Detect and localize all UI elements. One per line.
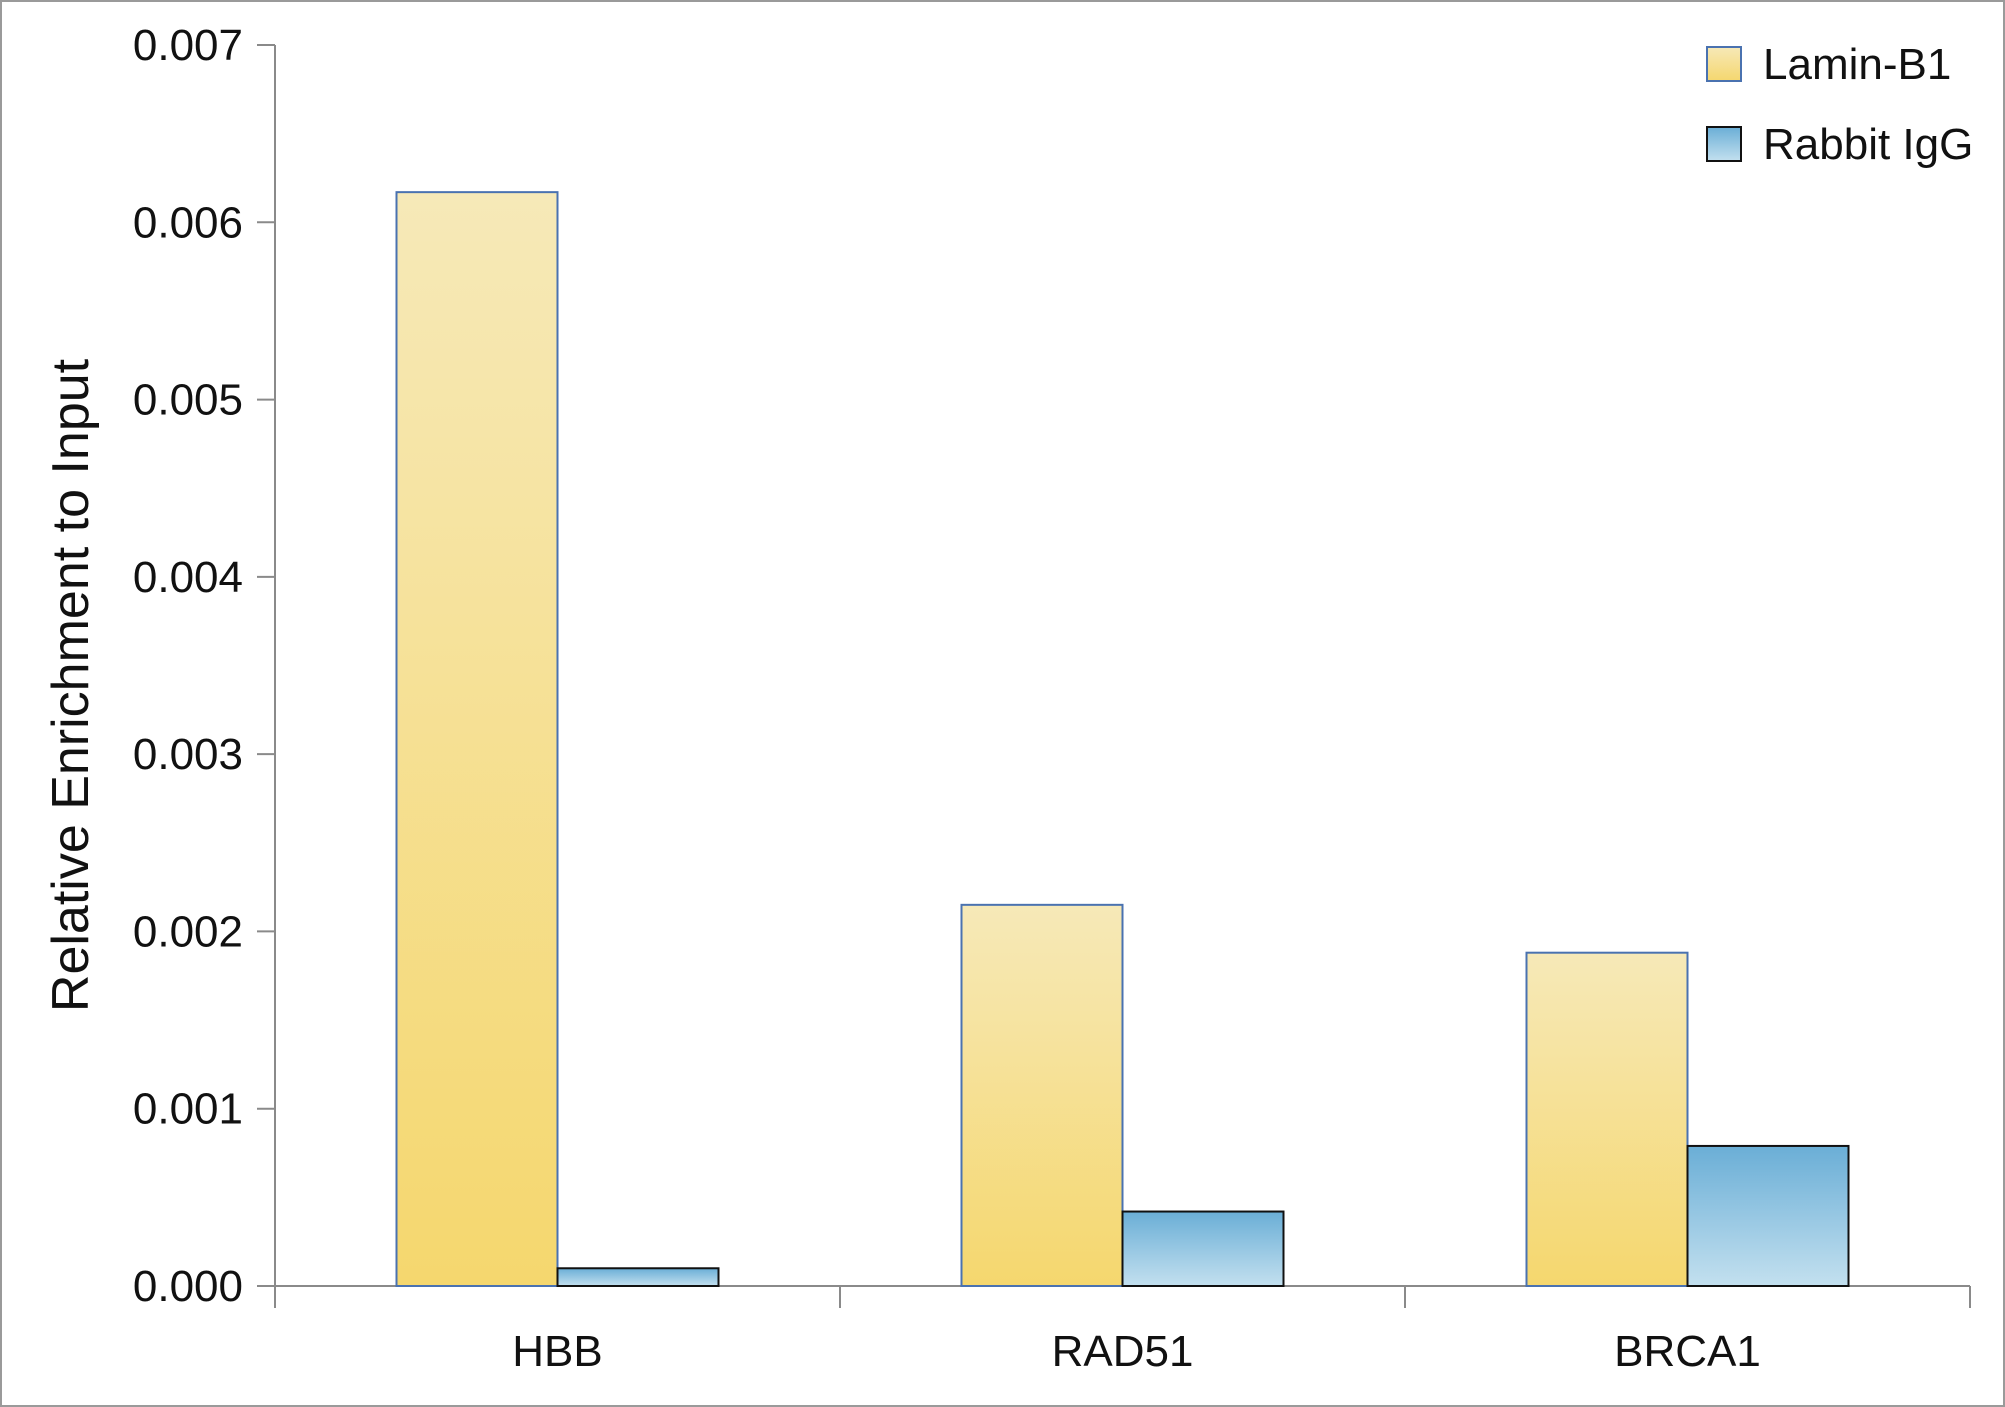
y-tick-label: 0.003 bbox=[133, 730, 243, 779]
legend-label: Rabbit IgG bbox=[1763, 120, 1973, 169]
labels: 0.000 0.001 0.002 0.003 0.004 0.005 0.006 0.007… bbox=[42, 21, 1761, 1376]
x-category-label: BRCA1 bbox=[1614, 1327, 1761, 1376]
legend-label: Lamin-B1 bbox=[1763, 40, 1951, 89]
legend: Lamin-B1 Rabbit IgG bbox=[1706, 40, 1973, 169]
y-tick-label: 0.001 bbox=[133, 1085, 243, 1134]
y-tick-label: 0.006 bbox=[133, 198, 243, 247]
x-category-label: RAD51 bbox=[1052, 1327, 1194, 1376]
y-tick-label: 0.005 bbox=[133, 376, 243, 425]
bar-rabbit-igg-brca1 bbox=[1686, 1144, 1850, 1288]
legend-swatch bbox=[1706, 46, 1742, 82]
bar-lamin-b1-brca1 bbox=[1525, 951, 1689, 1288]
legend-swatch bbox=[1706, 126, 1742, 162]
y-axis-title: Relative Enrichment to Input bbox=[42, 358, 100, 1012]
bar-rabbit-igg-hbb bbox=[556, 1267, 720, 1288]
y-tick-label: 0.007 bbox=[133, 21, 243, 70]
y-tick-label: 0.000 bbox=[133, 1262, 243, 1311]
bar-lamin-b1-rad51 bbox=[960, 903, 1124, 1287]
y-tick-label: 0.002 bbox=[133, 907, 243, 956]
bar-lamin-b1-hbb bbox=[395, 191, 559, 1288]
x-category-label: HBB bbox=[512, 1327, 602, 1376]
y-tick-label: 0.004 bbox=[133, 553, 243, 602]
bars bbox=[395, 191, 1850, 1288]
bar-rabbit-igg-rad51 bbox=[1121, 1210, 1285, 1288]
